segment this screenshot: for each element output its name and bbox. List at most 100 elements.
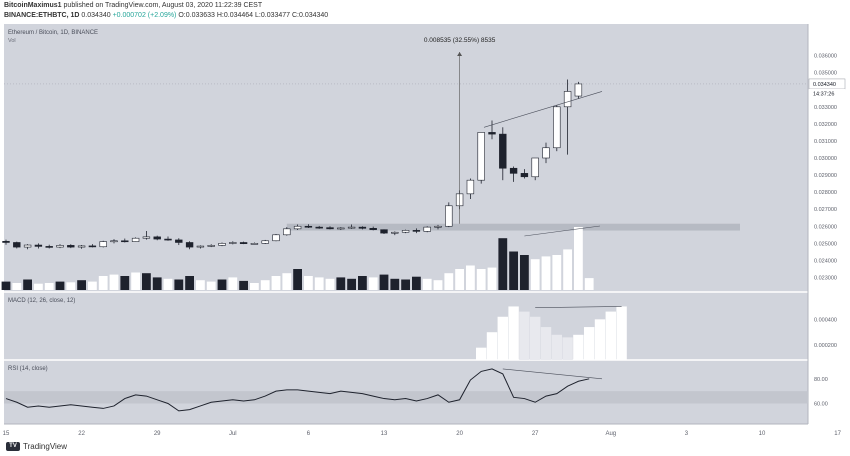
volume-trendline xyxy=(524,225,601,237)
volume-bar xyxy=(552,255,562,290)
volume-bar xyxy=(260,280,270,290)
volume-bar xyxy=(390,278,400,290)
price-tick-label: 0.033000 xyxy=(814,105,837,111)
measure-annotation: 0.008535 (32.55%) 8535 xyxy=(424,37,496,44)
candle xyxy=(23,244,32,248)
date-tick-label: 17 xyxy=(834,431,841,437)
candle xyxy=(185,242,194,248)
volume-bar xyxy=(401,279,410,290)
candle xyxy=(13,242,21,248)
candle xyxy=(466,179,475,195)
candle xyxy=(358,226,367,229)
macd-trendline xyxy=(535,306,622,309)
volume-bar xyxy=(163,278,173,290)
candle xyxy=(261,240,269,244)
candle xyxy=(2,240,10,243)
volume-bar xyxy=(152,277,162,290)
volume-bar xyxy=(88,281,97,290)
volume-bar xyxy=(271,276,281,290)
volume-bar xyxy=(1,281,11,290)
volume-bar xyxy=(217,279,227,290)
volume-bar xyxy=(368,277,378,290)
volume-bar xyxy=(239,280,248,290)
volume-bar xyxy=(12,283,22,290)
price-tick-label: 0.031000 xyxy=(814,139,837,145)
date-tick-label: Jul xyxy=(229,431,237,437)
price-tick-label: 0.028000 xyxy=(814,190,837,196)
macd-histogram-bar xyxy=(562,337,573,360)
candle xyxy=(164,238,172,241)
date-tick-label: 13 xyxy=(381,431,388,437)
publish-line: BitcoinMaximus1 published on TradingView… xyxy=(4,2,262,9)
price-tick-label: 0.035000 xyxy=(814,71,837,77)
author-name[interactable]: BitcoinMaximus1 xyxy=(4,2,62,9)
macd-title: MACD (12, 26, close, 12) xyxy=(8,298,75,304)
candle xyxy=(34,244,43,247)
volume-bar xyxy=(444,273,454,290)
volume-bar xyxy=(530,259,540,290)
candle xyxy=(401,230,410,233)
volume-bar xyxy=(282,273,292,290)
candle xyxy=(283,228,291,236)
candle xyxy=(434,225,442,228)
tradingview-logo[interactable]: TV TradingView xyxy=(6,442,67,451)
macd-histogram-bar xyxy=(530,316,541,360)
date-tick-label: 6 xyxy=(307,431,311,437)
symbol-line: BINANCE:ETHBTC, 1D 0.034340 +0.000702 (+… xyxy=(4,12,328,19)
price-trendline xyxy=(483,91,603,128)
volume-bar xyxy=(358,276,367,290)
candle xyxy=(142,236,151,239)
price-change: +0.000702 (+2.09%) xyxy=(112,12,177,19)
macd-histogram-bar xyxy=(573,334,584,360)
candle xyxy=(153,236,161,240)
candle xyxy=(391,231,399,234)
macd-tick-label: 0.000400 xyxy=(814,317,837,323)
macd-histogram-bar xyxy=(605,311,616,360)
macd-histogram-bar xyxy=(594,319,606,360)
tradingview-logo-text: TradingView xyxy=(23,442,68,451)
volume-bar xyxy=(131,272,140,290)
rsi-line xyxy=(5,368,590,412)
volume-bar xyxy=(347,278,356,290)
volume-bar xyxy=(142,273,151,290)
candle xyxy=(380,229,388,234)
candle xyxy=(218,243,226,246)
candle xyxy=(369,228,377,230)
countdown-box xyxy=(809,88,845,98)
volume-bar xyxy=(487,267,497,290)
date-tick-label: 10 xyxy=(759,431,766,437)
volume-bar xyxy=(185,276,194,290)
rsi-band xyxy=(4,391,808,404)
volume-bar xyxy=(325,278,335,290)
candle xyxy=(175,239,183,243)
resistance-zone xyxy=(286,223,740,231)
candle xyxy=(121,240,129,243)
macd-histogram-bar xyxy=(519,311,530,360)
volume-bar xyxy=(304,276,313,290)
volume-bar xyxy=(314,277,324,290)
date-tick-label: 22 xyxy=(78,431,85,437)
volume-bar xyxy=(228,277,238,290)
candle xyxy=(207,245,215,247)
candle xyxy=(250,243,259,245)
trading-chart[interactable]: 0.036000 0.035000 0.033000 0.032000 0.031000… xyxy=(0,24,850,440)
candle xyxy=(293,225,302,230)
volume-bar xyxy=(55,281,65,290)
symbol-label: BINANCE:ETHBTC, 1D xyxy=(4,12,80,19)
macd-histogram-bar xyxy=(540,327,552,360)
volume-bar xyxy=(23,279,32,290)
volume-bar xyxy=(34,283,43,290)
price-tick-label: 0.027000 xyxy=(814,207,837,213)
macd-histogram-bar xyxy=(584,327,595,360)
volume-bar xyxy=(476,269,486,290)
candle xyxy=(574,83,583,97)
price-tick-label: 0.036000 xyxy=(814,54,837,60)
macd-tick-label: 0.000200 xyxy=(814,343,837,349)
volume-bar xyxy=(466,265,475,290)
candle xyxy=(229,242,237,244)
candle xyxy=(531,157,539,178)
candle xyxy=(499,133,507,169)
countdown-label: 14:37:26 xyxy=(813,91,834,97)
measure-arrow-head xyxy=(457,52,463,56)
date-tick-label: 15 xyxy=(3,431,10,437)
